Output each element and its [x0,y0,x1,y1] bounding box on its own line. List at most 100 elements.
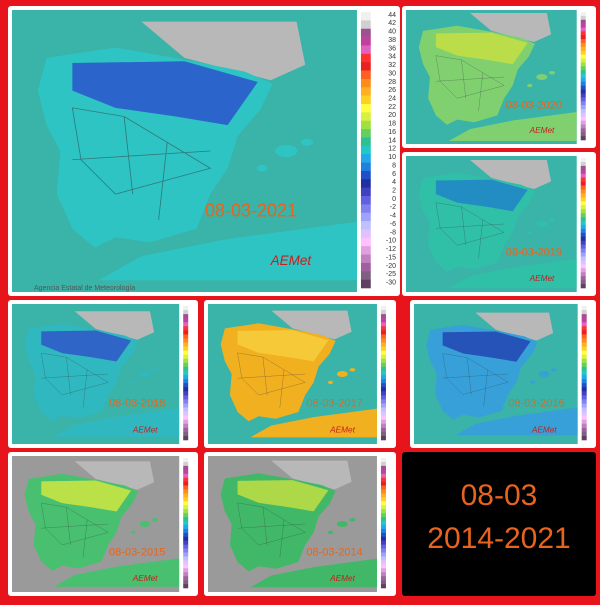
legend-swatch [380,509,386,514]
legend-label: 24 [388,95,396,102]
legend-swatch [183,358,189,364]
legend-swatch [581,350,587,356]
legend-swatch [380,350,386,356]
legend-swatch [360,28,371,38]
legend-swatch [183,431,189,437]
legend-swatch [360,87,371,96]
legend-swatch [581,366,587,372]
legend-swatch [580,244,586,249]
legend-swatch [380,465,386,471]
legend-label: 4 [392,179,396,186]
legend-swatch [380,326,386,331]
legend-swatch [183,564,189,569]
legend-swatch [380,330,386,335]
legend-swatch [581,435,587,441]
caption-years: 2014-2021 [427,522,570,555]
legend-swatch [581,411,587,416]
legend-swatch [580,236,586,242]
legend-swatch [183,560,189,565]
legend-swatch [581,375,587,380]
legend-swatch [380,391,386,396]
legend-swatch [580,93,586,98]
legend-swatch [581,342,587,347]
legend-swatch [183,415,189,420]
legend-swatch [380,314,386,319]
legend-swatch [580,132,586,137]
legend-swatch [360,204,371,214]
legend-label: 22 [388,104,396,111]
legend-swatch [183,370,189,376]
legend-label: -8 [390,229,396,236]
legend-swatch [581,310,587,315]
legend-swatch [380,552,386,557]
caption-day: 08-03 [461,479,538,512]
legend-swatch [360,145,371,155]
legend-swatch [580,101,586,106]
legend-swatch [183,584,189,589]
legend-swatch [183,552,189,557]
legend-swatch [580,189,586,194]
legend-swatch [360,20,371,30]
legend-swatch [581,358,587,364]
aemet-logo: AEMet [529,126,555,135]
legend-swatch [580,181,586,186]
legend-swatch [580,15,586,21]
legend-swatch [183,548,189,553]
map-date: 08-03-2017 [306,398,362,410]
legend-swatch [580,112,586,118]
legend-swatch [183,342,189,347]
legend-swatch [183,379,189,384]
legend-swatch [580,74,586,79]
legend-swatch [360,212,371,222]
legend-swatch [380,469,386,475]
legend-swatch [580,54,586,59]
legend-swatch [360,95,371,105]
map-panel: 08-03-2017 AEMet [204,300,396,448]
legend-swatch [183,580,189,585]
legend-swatch [380,379,386,384]
legend-swatch [360,162,371,172]
aemet-logo: AEMet [329,425,355,434]
map-panel: 08-03-2014 AEMet [204,452,396,596]
legend-swatch [380,334,386,339]
legend-swatch [380,544,386,549]
legend-swatch [360,37,371,46]
legend-swatch [360,45,371,55]
legend-swatch [580,66,586,71]
legend-swatch [380,513,386,518]
legend-swatch [580,252,586,257]
legend-swatch [380,427,386,433]
legend-swatch [183,346,189,351]
legend-swatch [183,544,189,549]
legend-label: 26 [388,87,396,94]
legend-label: -4 [390,213,396,220]
legend-swatch [183,493,189,498]
legend-swatch [580,77,586,83]
caption-panel: 08-03 2014-2021 [402,452,596,596]
legend-swatch [581,387,587,392]
agency-name: Agencia Estatal de Meteorología [34,285,135,292]
legend-swatch [360,137,371,147]
legend-swatch [380,580,386,585]
map-panel: 08-03-2018 AEMet [8,300,198,448]
map-date: 08-03-2021 [205,201,297,221]
legend-swatch [580,35,586,40]
legend-swatch [580,284,586,289]
legend-swatch [360,262,371,272]
legend-swatch [183,322,189,327]
legend-swatch [183,524,189,530]
legend-swatch [580,264,586,269]
legend-swatch [380,423,386,429]
legend-swatch [183,330,189,335]
legend-swatch [380,370,386,376]
map-date: 08-03-2020 [506,99,562,111]
legend-swatch [580,169,586,175]
legend-swatch [580,158,586,163]
legend-swatch [360,12,371,21]
legend-swatch [183,399,189,404]
legend-swatch [183,383,189,388]
map-panel: 08-03-2021 AEMet Agencia Estatal de Meteor… [8,6,400,296]
legend-swatch [580,228,586,234]
legend-swatch [380,366,386,372]
